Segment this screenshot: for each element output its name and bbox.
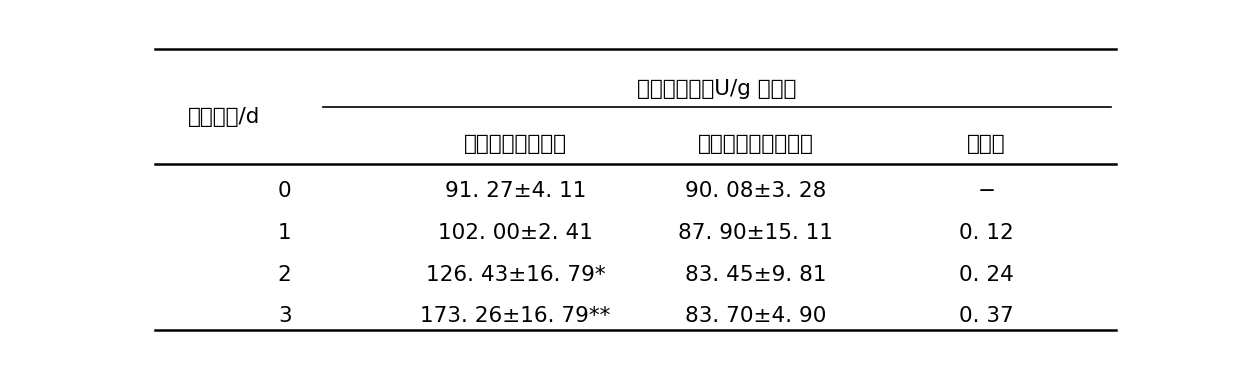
Text: −: − [977,181,996,201]
Text: 接种杨树腐烂病菌: 接种杨树腐烂病菌 [464,134,567,154]
Text: 0. 12: 0. 12 [959,223,1013,243]
Text: 1: 1 [278,223,291,243]
Text: 83. 45±9. 81: 83. 45±9. 81 [684,264,826,285]
Text: 91. 27±4. 11: 91. 27±4. 11 [445,181,587,201]
Text: 83. 70±4. 90: 83. 70±4. 90 [684,306,826,326]
Text: 126. 43±16. 79*: 126. 43±16. 79* [425,264,605,285]
Text: 90. 08±3. 28: 90. 08±3. 28 [684,181,826,201]
Text: 3: 3 [278,306,291,326]
Text: 87. 90±15. 11: 87. 90±15. 11 [678,223,833,243]
Text: 0: 0 [278,181,291,201]
Text: 未接种杨树腐烂病菌: 未接种杨树腐烂病菌 [698,134,813,154]
Text: 增长率: 增长率 [967,134,1006,154]
Text: 173. 26±16. 79**: 173. 26±16. 79** [420,306,610,326]
Text: 0. 24: 0. 24 [959,264,1014,285]
Text: 0. 37: 0. 37 [959,306,1013,326]
Text: 2: 2 [278,264,291,285]
Text: 102. 00±2. 41: 102. 00±2. 41 [438,223,593,243]
Text: 过氧化物酶（U/g 鲜重）: 过氧化物酶（U/g 鲜重） [637,79,797,99]
Text: 接种时间/d: 接种时间/d [188,107,260,126]
